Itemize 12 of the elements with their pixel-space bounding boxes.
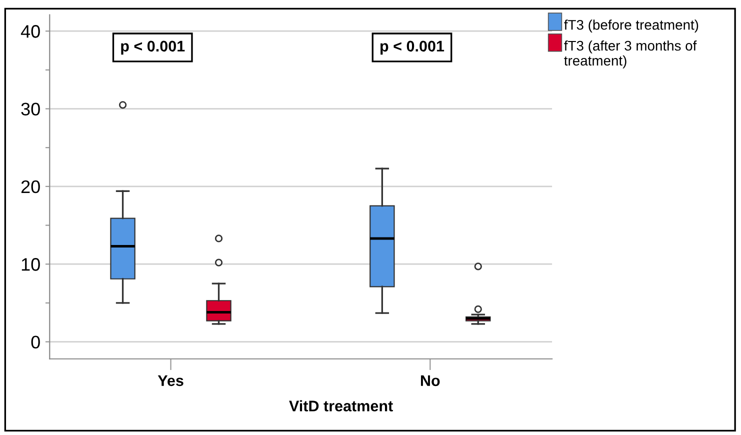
legend-label: fT3 (after 3 months of treatment) xyxy=(564,40,697,68)
y-tick-label: 10 xyxy=(22,258,40,271)
x-tick-label: Yes xyxy=(158,375,184,386)
y-tick-label: 30 xyxy=(21,102,40,116)
x-axis-title: VitD treatment xyxy=(289,400,393,412)
x-tick-label: No xyxy=(420,375,440,386)
y-tick-label: 40 xyxy=(20,25,40,38)
y-tick-label: 20 xyxy=(21,180,40,194)
legend-label: fT3 (before treatment) xyxy=(564,20,698,33)
y-tick-label: 0 xyxy=(31,336,40,349)
annotation: p < 0.001 xyxy=(121,40,185,55)
annotation: p < 0.001 xyxy=(380,40,444,55)
